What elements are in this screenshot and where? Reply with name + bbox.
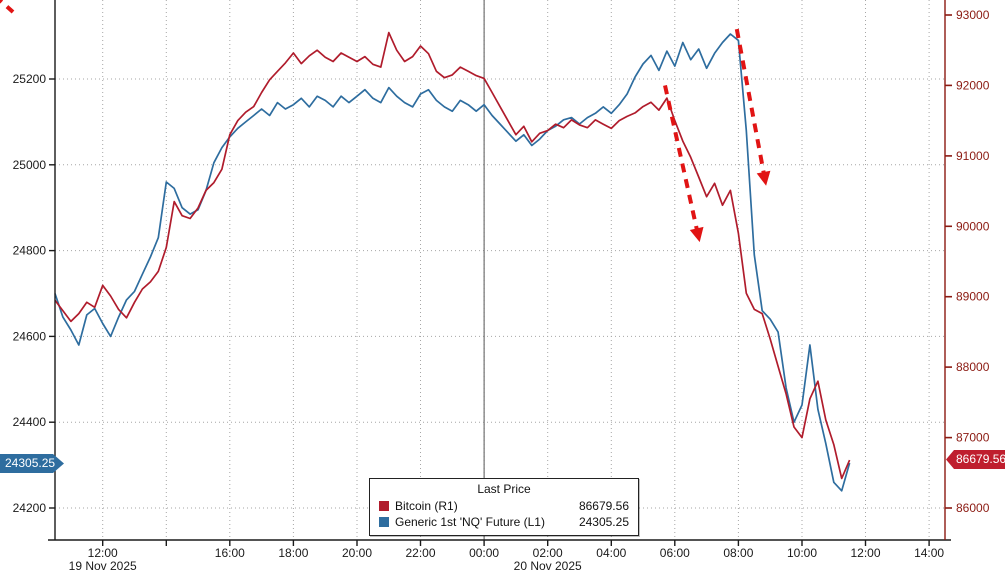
x-axis-time-label: 10:00 (787, 546, 817, 560)
right-axis-tick-label: 88000 (956, 360, 990, 374)
right-axis-tick-label: 92000 (956, 78, 990, 92)
x-axis-time-label: 18:00 (278, 546, 308, 560)
legend-value-bitcoin: 86679.56 (578, 499, 629, 513)
x-axis-date-label: 19 Nov 2025 (69, 559, 137, 573)
x-axis-time-label: 00:00 (469, 546, 499, 560)
legend-row-bitcoin: Bitcoin (R1) 86679.56 (379, 498, 629, 514)
bitcoin-series-line (54, 31, 851, 480)
decline-arrow (663, 84, 700, 234)
legend-swatch-bitcoin (379, 501, 389, 511)
legend-swatch-nq (379, 517, 389, 527)
decline-arrow (734, 28, 767, 178)
right-axis-tick-label: 90000 (956, 219, 990, 233)
left-axis-tick-label: 24200 (13, 501, 47, 515)
btc-last-price-badge: 86679.56 (946, 450, 1005, 469)
legend-label-bitcoin: Bitcoin (R1) (395, 499, 458, 513)
x-axis-time-label: 16:00 (215, 546, 245, 560)
x-axis-time-label: 12:00 (88, 546, 118, 560)
left-axis-tick-label: 24600 (13, 329, 47, 343)
x-axis-time-label: 22:00 (405, 546, 435, 560)
x-axis-time-label: 06:00 (660, 546, 690, 560)
x-axis-time-label: 02:00 (533, 546, 563, 560)
left-axis-tick-label: 25200 (13, 72, 47, 86)
cropped-arrow-fragment (0, 0, 15, 14)
x-axis-time-label: 08:00 (723, 546, 753, 560)
x-axis-date-label: 20 Nov 2025 (514, 559, 582, 573)
right-axis-tick-label: 87000 (956, 431, 990, 445)
btc-last-price-value: 86679.56 (956, 452, 1005, 466)
legend-value-nq: 24305.25 (578, 515, 629, 529)
right-axis-tick-label: 91000 (956, 149, 990, 163)
left-axis-tick-label: 24400 (13, 415, 47, 429)
nq-last-price-value: 24305.25 (5, 456, 56, 470)
right-axis-tick-label: 86000 (956, 501, 990, 515)
legend-row-nq: Generic 1st 'NQ' Future (L1) 24305.25 (379, 514, 629, 530)
right-axis-tick-label: 93000 (956, 8, 990, 22)
x-axis-time-label: 20:00 (342, 546, 372, 560)
nq-future-series-line (54, 33, 851, 492)
legend-title: Last Price (477, 482, 531, 496)
right-axis-tick-label: 89000 (956, 290, 990, 304)
x-axis-time-label: 14:00 (914, 546, 944, 560)
decline-arrow-head (756, 170, 771, 186)
x-axis-time-label: 04:00 (596, 546, 626, 560)
left-axis-tick-label: 25000 (13, 158, 47, 172)
x-axis-time-label: 12:00 (850, 546, 880, 560)
left-axis-tick-label: 24800 (13, 244, 47, 258)
nq-last-price-badge: 24305.25 (0, 454, 64, 473)
legend[interactable]: Last Price Bitcoin (R1) 86679.56 Generic… (369, 478, 639, 536)
legend-label-nq: Generic 1st 'NQ' Future (L1) (395, 515, 545, 529)
decline-arrow-head (689, 226, 704, 243)
